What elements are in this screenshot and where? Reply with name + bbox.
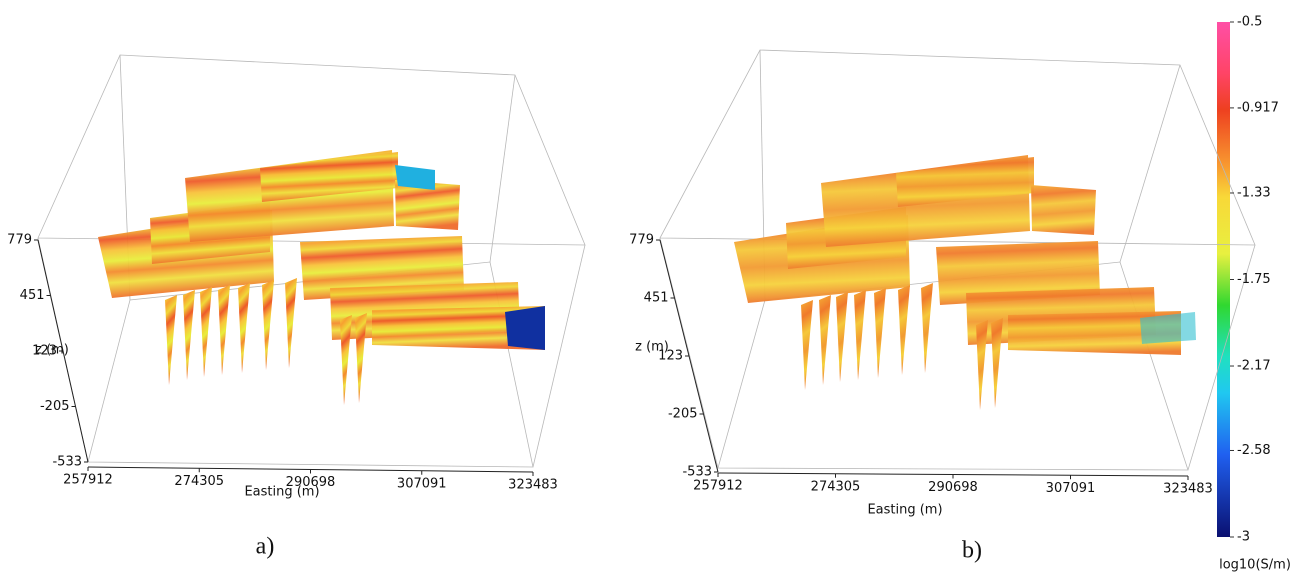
resistivity-section xyxy=(836,292,848,382)
colorbar-tick-label: -0.917 xyxy=(1237,100,1279,115)
z-tick-label: -205 xyxy=(40,399,70,414)
colorbar-tick-label: -0.5 xyxy=(1237,15,1262,30)
resistivity-section xyxy=(238,283,250,373)
resistivity-section xyxy=(921,283,933,373)
z-tick-label: 451 xyxy=(644,291,669,306)
box-edge xyxy=(1120,65,1180,262)
x-tick-label: 307091 xyxy=(397,476,447,491)
box-edge xyxy=(533,245,585,467)
z-tick-label: 779 xyxy=(7,233,32,248)
x-tick-label: 274305 xyxy=(811,479,861,494)
resistivity-section xyxy=(801,300,813,390)
colorbar-tick-label: -2.17 xyxy=(1237,359,1271,374)
resistivity-section xyxy=(898,285,910,375)
resistivity-section xyxy=(340,315,352,405)
x-tick-label: 290698 xyxy=(928,480,978,495)
resistivity-section xyxy=(819,295,831,385)
resistivity-section xyxy=(854,290,866,380)
x-tick-label: 274305 xyxy=(174,474,224,489)
resistivity-section xyxy=(395,165,435,190)
z-tick-label: -533 xyxy=(52,455,82,470)
colorbar xyxy=(1217,22,1230,537)
z-tick-label: -533 xyxy=(682,465,712,480)
x-axis-label: Easting (m) xyxy=(867,503,942,518)
x-tick-label: 257912 xyxy=(693,479,743,494)
panel-label: a) xyxy=(256,534,275,560)
resistivity-section xyxy=(183,290,195,380)
resistivity-section xyxy=(165,295,177,385)
colorbar-tick-label: -1.33 xyxy=(1237,185,1271,200)
resistivity-section xyxy=(355,313,367,403)
resistivity-section xyxy=(262,280,274,370)
resistivity-section xyxy=(285,278,297,368)
resistivity-section xyxy=(218,285,230,375)
colorbar-tick-label: -2.58 xyxy=(1237,443,1271,458)
resistivity-section xyxy=(1031,185,1096,235)
resistivity-section xyxy=(991,318,1003,408)
x-tick-label: 323483 xyxy=(1163,482,1213,497)
figure: 779451123-205-53325791227430529069830709… xyxy=(0,0,1301,573)
colorbar-label: log10(S/m) xyxy=(1219,558,1291,573)
z-tick-label: -205 xyxy=(668,407,698,422)
z-tick-label: 451 xyxy=(20,288,45,303)
resistivity-section xyxy=(874,288,886,378)
box-edge xyxy=(490,75,515,262)
resistivity-section xyxy=(505,306,545,350)
x-tick-label: 323483 xyxy=(508,478,558,493)
resistivity-section xyxy=(200,287,212,377)
z-axis-label: z (m) xyxy=(35,343,69,358)
colorbar-tick-label: -3 xyxy=(1237,530,1250,545)
panel-label: b) xyxy=(962,538,982,564)
resistivity-section xyxy=(976,320,988,410)
x-tick-label: 307091 xyxy=(1046,481,1096,496)
z-tick-label: 779 xyxy=(629,233,654,248)
colorbar-tick-label: -1.75 xyxy=(1237,272,1271,287)
z-axis-label: z (m) xyxy=(635,340,669,355)
x-axis-label: Easting (m) xyxy=(244,485,319,500)
x-tick-label: 257912 xyxy=(63,473,113,488)
